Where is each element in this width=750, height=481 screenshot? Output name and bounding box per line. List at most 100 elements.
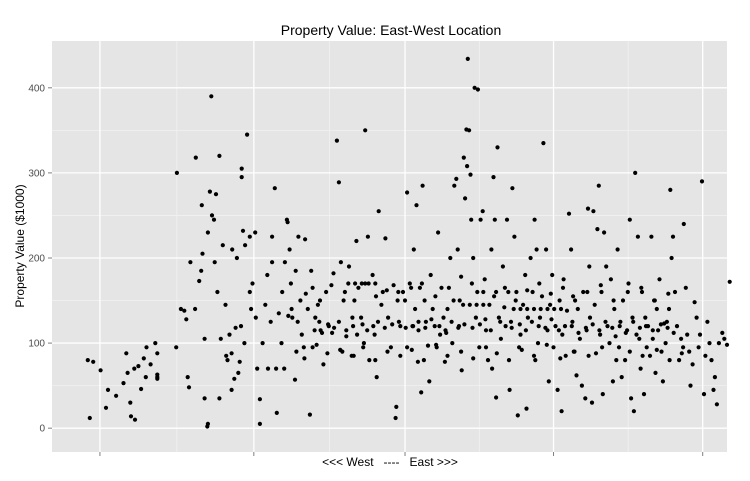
data-point [353,281,358,286]
data-point [626,281,631,286]
data-point [405,190,410,195]
data-point [591,209,596,214]
data-point [519,347,524,352]
data-point [420,183,425,188]
data-point [373,358,378,363]
data-point [543,325,548,330]
data-point [87,415,92,421]
data-point [635,234,641,239]
data-point [317,319,322,324]
data-point [365,328,370,333]
data-point [128,400,133,405]
data-point [292,377,298,382]
data-point [667,358,672,363]
data-point [558,356,563,361]
data-point [290,315,295,320]
data-point [681,345,686,350]
data-point [382,325,387,330]
data-point [415,359,420,364]
data-point [724,342,730,347]
data-point [477,345,482,350]
data-point [178,306,183,312]
data-point [184,317,189,322]
data-point [641,392,647,397]
data-point [660,379,666,384]
data-point [482,277,487,282]
data-point [344,328,349,333]
data-point [373,294,379,299]
data-point [555,387,560,392]
data-point [253,230,258,235]
chart-title: Property Value: East-West Location [281,22,501,38]
data-point [537,281,542,286]
data-point [391,283,396,288]
data-point [605,324,610,329]
data-point [243,243,248,248]
data-point [462,322,467,327]
data-point [446,285,451,290]
data-point [487,302,492,307]
data-point [559,409,564,414]
data-point [571,294,576,299]
data-point [697,332,703,337]
data-point [600,392,605,397]
data-point [334,138,339,143]
data-point [643,315,648,320]
data-point [247,234,252,239]
data-point [481,302,486,307]
data-point [666,291,671,296]
data-point [359,281,364,286]
data-point [197,278,202,284]
data-point [701,392,707,397]
data-point [465,56,470,62]
y-tick-label: 100 [28,339,45,350]
data-point [475,289,480,295]
data-point [523,328,529,333]
data-point [694,315,699,320]
data-point [442,359,447,364]
data-point [500,264,505,269]
data-point [383,236,388,241]
data-point [223,302,228,307]
data-point [455,247,460,252]
data-point [478,217,483,222]
data-point [551,345,556,350]
data-point [452,183,457,188]
data-point [293,268,298,273]
data-point [465,164,470,169]
data-point [492,294,497,299]
data-point [585,206,591,211]
data-point [627,217,632,222]
data-point [502,305,507,310]
data-point [716,341,722,346]
data-point [518,306,523,312]
data-point [569,324,574,329]
data-point [583,325,589,330]
data-point [388,345,393,350]
data-point [132,417,138,422]
data-point [549,317,554,322]
data-point [514,289,519,295]
minor-gridlines [52,41,727,452]
data-point [521,302,526,307]
data-point [618,319,623,324]
data-point [373,281,378,286]
data-point [720,330,725,335]
data-point [230,247,235,252]
data-point [518,332,523,337]
data-point [315,302,320,307]
data-point [321,362,326,367]
data-point [615,247,620,252]
data-point [631,319,636,324]
data-point [703,353,708,358]
data-point [341,298,346,303]
data-point [623,358,628,363]
data-point [611,298,616,303]
data-point [363,281,368,286]
x-axis [99,452,704,456]
data-point [598,283,603,288]
data-point [386,315,391,320]
data-point [450,341,455,346]
data-point [124,351,129,356]
data-point [274,366,279,371]
